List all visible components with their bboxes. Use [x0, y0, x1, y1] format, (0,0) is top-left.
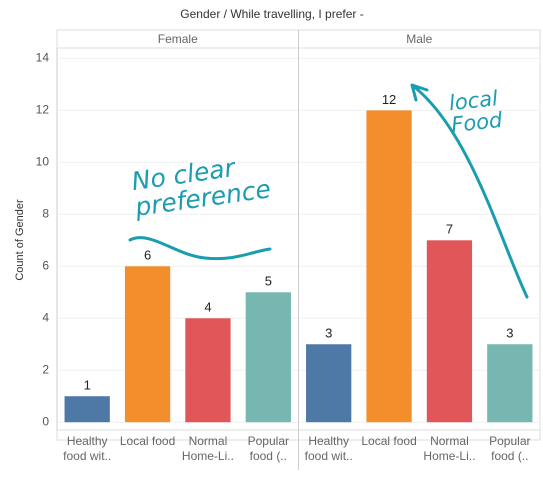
x-tick-label: Local food — [361, 434, 417, 448]
y-tick-label: 14 — [36, 51, 50, 65]
annotation-stroke — [128, 236, 272, 261]
y-tick-label: 10 — [36, 155, 50, 169]
value-label: 1 — [84, 378, 91, 393]
x-tick-label: Popular food (.. — [489, 434, 531, 463]
annotation-arrow — [410, 83, 529, 299]
x-tick-label: Healthy food wit.. — [63, 434, 112, 463]
bar — [487, 344, 533, 423]
y-tick-label: 12 — [36, 103, 50, 117]
x-tick-label: Healthy food wit.. — [304, 434, 353, 463]
bar — [64, 396, 110, 423]
x-tick-label: Normal Home-Li.. — [423, 434, 476, 463]
y-axis-label: Count of Gender — [14, 199, 26, 281]
y-tick-label: 4 — [42, 310, 49, 324]
x-tick-label: Local food — [119, 434, 176, 448]
value-label: 12 — [382, 92, 396, 107]
value-label: 3 — [325, 326, 332, 341]
bar — [185, 318, 231, 423]
x-tick-label: Popular food (.. — [247, 434, 289, 463]
value-label: 5 — [265, 274, 272, 289]
bar — [426, 240, 473, 423]
value-label: 4 — [204, 300, 211, 315]
y-tick-label: 0 — [42, 414, 49, 428]
y-tick-label: 8 — [42, 206, 49, 220]
value-label: 6 — [144, 248, 151, 263]
panel-header: Female — [158, 32, 198, 46]
bar — [366, 110, 412, 423]
chart-title: Gender / While travelling, I prefer - — [180, 7, 363, 21]
bar — [124, 266, 171, 423]
y-tick-label: 6 — [42, 258, 49, 272]
value-label: 3 — [506, 326, 513, 341]
x-tick-label: Normal Home-Li.. — [181, 434, 234, 463]
bar — [245, 292, 291, 423]
value-label: 7 — [446, 222, 453, 237]
annotation: local Food — [447, 86, 504, 138]
panel-header: Male — [406, 32, 432, 46]
y-tick-label: 2 — [42, 362, 49, 376]
bar — [306, 344, 352, 423]
